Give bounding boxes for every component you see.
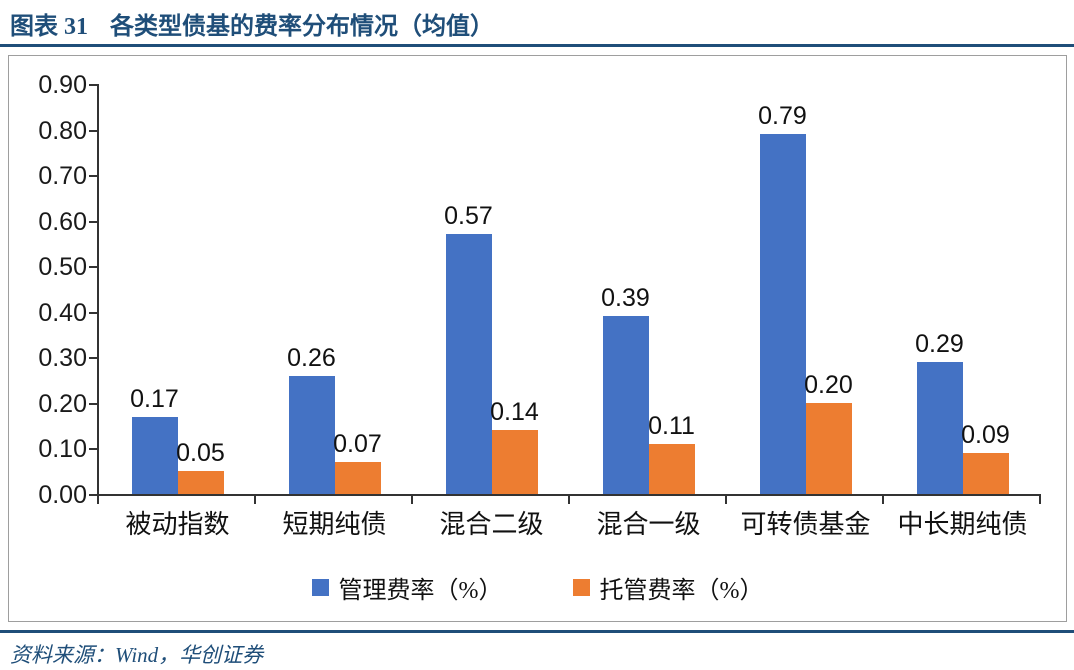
bar-management-fee [916, 361, 963, 494]
chart-frame: 0.00 0.10 0.20 0.30 0.40 0.50 0.60 0.70 0.80 0.90… [8, 55, 1067, 622]
bar-custody-fee [962, 453, 1009, 494]
legend-swatch-icon [311, 579, 329, 596]
x-axis-tick [411, 496, 413, 504]
y-axis-label: 0.70 [38, 162, 87, 191]
bar-custody-fee [491, 430, 538, 494]
bar-value-label: 0.17 [130, 384, 179, 413]
bar-custody-fee [334, 462, 381, 494]
legend: 管理费率（%） 托管费率（%） [9, 570, 1066, 605]
bar-value-label: 0.14 [490, 398, 539, 427]
bar-value-label: 0.11 [648, 411, 695, 440]
bar-custody-fee [177, 471, 224, 494]
y-axis-tick [89, 494, 97, 496]
x-axis-tick [882, 496, 884, 504]
y-axis-label: 0.50 [38, 253, 87, 282]
y-axis-label: 0.60 [38, 207, 87, 236]
x-axis-category-label: 短期纯债 [282, 510, 387, 539]
figure-title: 图表 31 各类型债基的费率分布情况（均值） [10, 6, 494, 41]
legend-item: 托管费率（%） [572, 570, 764, 605]
bar-value-label: 0.20 [804, 370, 853, 399]
bar-value-label: 0.57 [444, 202, 493, 231]
bar-value-label: 0.26 [287, 343, 336, 372]
legend-swatch-icon [572, 579, 590, 596]
y-axis-label: 0.10 [38, 435, 87, 464]
y-axis-tick [89, 448, 97, 451]
bar-management-fee [759, 134, 806, 494]
bar-management-fee [131, 416, 178, 494]
y-axis-tick [89, 311, 97, 314]
x-axis-tick [568, 496, 570, 504]
legend-label: 管理费率（%） [338, 578, 503, 604]
bar-value-label: 0.07 [333, 430, 382, 459]
x-axis-tick [1039, 496, 1041, 504]
figure-number-label: 图表 31 [10, 14, 88, 40]
figure-title-text: 各类型债基的费率分布情况（均值） [110, 14, 494, 40]
y-axis-label: 0.40 [38, 298, 87, 327]
bar-management-fee [288, 375, 335, 494]
bar-custody-fee [805, 402, 852, 494]
y-axis-tick [89, 357, 97, 360]
y-axis-tick [89, 84, 97, 86]
x-axis-tick [97, 496, 99, 504]
y-axis-label: 0.30 [38, 344, 87, 373]
bar-value-label: 0.39 [601, 284, 650, 313]
x-axis-category-label: 混合二级 [439, 510, 544, 539]
x-axis-category-label: 混合一级 [596, 510, 701, 539]
y-axis-line [97, 84, 99, 496]
footer-divider-rule [0, 630, 1074, 633]
bar-value-label: 0.29 [915, 329, 964, 358]
bar-custody-fee [648, 443, 695, 494]
y-axis-tick [89, 175, 97, 178]
y-axis-label: 0.80 [38, 116, 87, 145]
y-axis-label: 0.90 [38, 71, 87, 99]
y-axis-tick [89, 220, 97, 223]
bar-management-fee [602, 316, 649, 494]
x-axis-tick [725, 496, 727, 504]
x-axis-line [97, 494, 1041, 496]
y-axis-tick [89, 266, 97, 269]
legend-label: 托管费率（%） [599, 578, 764, 604]
bar-value-label: 0.05 [176, 439, 225, 468]
bar-management-fee [445, 234, 492, 494]
x-axis-tick [254, 496, 256, 504]
y-axis-tick [89, 402, 97, 405]
bar-value-label: 0.79 [758, 102, 807, 131]
title-divider-rule [0, 44, 1074, 47]
x-axis-category-label: 中长期纯债 [897, 510, 1028, 539]
y-axis-label: 0.20 [38, 389, 87, 418]
x-axis-category-label: 可转债基金 [740, 510, 871, 539]
source-note: 资料来源：Wind，华创证券 [10, 643, 264, 667]
x-axis-category-label: 被动指数 [125, 510, 230, 539]
bar-value-label: 0.09 [961, 421, 1010, 449]
y-axis-label: 0.00 [38, 481, 87, 509]
y-axis-tick [89, 129, 97, 132]
legend-item: 管理费率（%） [311, 570, 503, 605]
